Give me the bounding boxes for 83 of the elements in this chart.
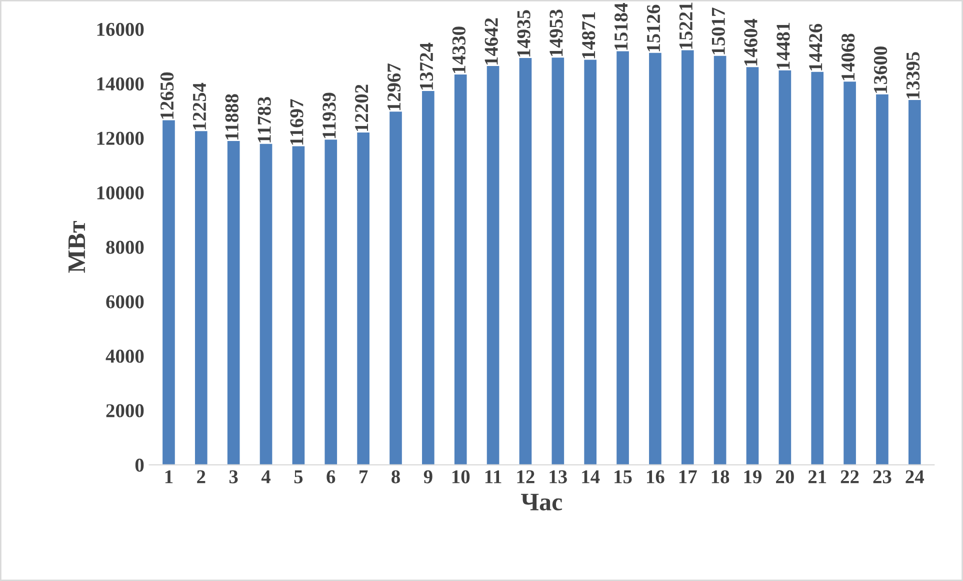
bar <box>486 66 500 465</box>
y-tick-label: 16000 <box>97 22 144 36</box>
data-label: 15221 <box>679 2 692 49</box>
y-tick-label: 2000 <box>106 404 144 418</box>
x-tick-label: 6 <box>326 470 336 484</box>
x-tick-label: 17 <box>679 470 697 484</box>
x-tick-label: 11 <box>485 470 502 484</box>
data-label: 14935 <box>517 10 530 56</box>
y-tick-label: 4000 <box>106 350 144 363</box>
bar <box>292 146 305 465</box>
data-label: 15126 <box>647 4 660 52</box>
data-label: 13724 <box>420 42 434 90</box>
bar <box>844 82 856 465</box>
x-tick-label: 15 <box>614 470 632 484</box>
y-tick-label: 12000 <box>97 132 144 145</box>
bar <box>811 72 824 465</box>
bar <box>519 58 532 465</box>
x-tick-label: 8 <box>392 470 400 484</box>
data-label: 12967 <box>388 64 401 110</box>
x-tick-label: 22 <box>840 470 859 484</box>
x-tick-label: 13 <box>550 470 567 484</box>
data-label: 14642 <box>484 18 498 64</box>
x-tick-label: 3 <box>229 470 238 484</box>
bar <box>324 140 338 465</box>
x-axis-title: Час <box>521 494 562 510</box>
data-label: 11888 <box>225 94 238 140</box>
x-tick-label: 4 <box>261 470 271 484</box>
data-label: 14953 <box>550 10 563 56</box>
x-tick-label: 19 <box>744 470 762 484</box>
x-tick-label: 7 <box>360 470 368 484</box>
x-tick-label: 23 <box>873 470 892 484</box>
x-tick-label: 16 <box>647 470 664 484</box>
x-tick-label: 20 <box>776 470 794 484</box>
data-label: 11783 <box>258 97 271 142</box>
bar <box>390 112 402 465</box>
y-tick-label: 6000 <box>106 295 144 308</box>
bar <box>876 94 888 465</box>
x-tick-label: 10 <box>452 470 470 484</box>
data-label: 13395 <box>906 52 920 98</box>
data-label: 14871 <box>582 12 596 58</box>
data-label: 14426 <box>809 24 822 70</box>
data-label: 13600 <box>874 46 888 93</box>
bar <box>714 56 726 465</box>
bar <box>649 52 662 465</box>
data-label: 14604 <box>744 18 758 66</box>
bar <box>584 60 596 465</box>
data-label: 14068 <box>842 34 855 80</box>
bar <box>260 144 272 465</box>
x-tick-label: 12 <box>517 470 534 484</box>
data-label: 11939 <box>322 92 336 138</box>
y-tick-label: 0 <box>135 458 144 472</box>
bar <box>681 50 694 465</box>
x-tick-label: 24 <box>906 470 924 484</box>
x-tick-label: 18 <box>712 470 730 484</box>
y-tick-label: 14000 <box>97 77 144 90</box>
y-tick-label: 8000 <box>106 240 144 254</box>
x-tick-label: 9 <box>424 470 432 484</box>
bar <box>422 91 434 465</box>
bar <box>778 70 792 465</box>
data-label: 14481 <box>776 22 790 69</box>
bar <box>227 141 240 465</box>
bar <box>746 67 759 465</box>
x-tick-label: 21 <box>808 470 826 484</box>
bar <box>616 51 629 465</box>
bar <box>357 132 370 465</box>
x-tick-label: 5 <box>294 470 303 484</box>
bar <box>194 131 208 465</box>
data-label: 12202 <box>355 84 368 131</box>
bar <box>162 120 175 465</box>
data-label: 15184 <box>614 3 628 50</box>
data-label: 11697 <box>290 99 304 145</box>
data-label: 15017 <box>712 8 725 54</box>
y-axis-title: МВт <box>68 220 85 273</box>
bar <box>552 58 564 465</box>
y-tick-label: 10000 <box>97 186 144 200</box>
x-tick-label: 14 <box>582 470 600 484</box>
x-tick-label: 1 <box>165 470 173 484</box>
bar <box>908 100 921 465</box>
data-label: 14330 <box>452 26 466 73</box>
data-label: 12254 <box>192 82 206 130</box>
data-label: 12650 <box>160 72 174 119</box>
bar <box>454 74 467 465</box>
x-tick-label: 2 <box>197 470 206 484</box>
